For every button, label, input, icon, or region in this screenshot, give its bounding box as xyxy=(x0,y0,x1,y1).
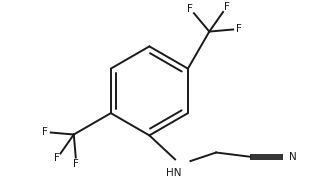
Text: F: F xyxy=(224,2,229,12)
Text: F: F xyxy=(42,127,48,137)
Text: F: F xyxy=(187,4,193,14)
Text: F: F xyxy=(73,158,79,169)
Text: HN: HN xyxy=(166,168,181,178)
Text: F: F xyxy=(54,153,60,163)
Text: F: F xyxy=(236,24,242,34)
Text: N: N xyxy=(289,152,297,162)
